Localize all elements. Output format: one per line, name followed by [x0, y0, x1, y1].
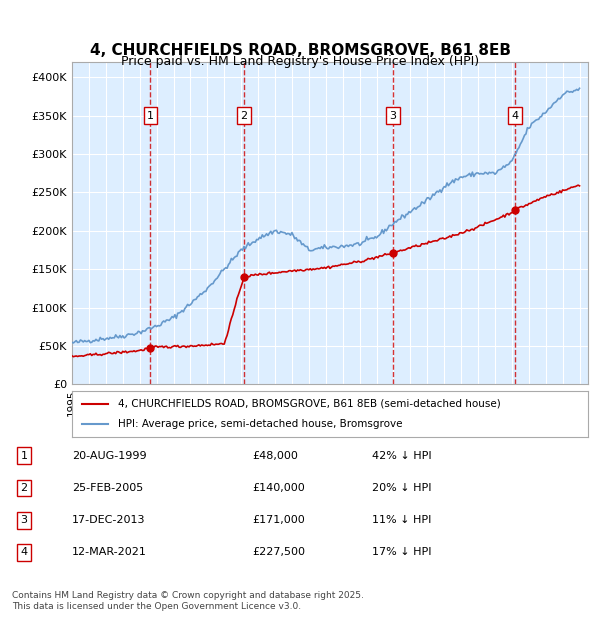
Text: 20-AUG-1999: 20-AUG-1999 — [72, 451, 146, 461]
Text: 25-FEB-2005: 25-FEB-2005 — [72, 483, 143, 493]
Text: 4: 4 — [20, 547, 28, 557]
Text: 12-MAR-2021: 12-MAR-2021 — [72, 547, 147, 557]
Text: 4, CHURCHFIELDS ROAD, BROMSGROVE, B61 8EB (semi-detached house): 4, CHURCHFIELDS ROAD, BROMSGROVE, B61 8E… — [118, 399, 501, 409]
Text: £48,000: £48,000 — [252, 451, 298, 461]
Text: 4: 4 — [512, 111, 518, 121]
Text: 42% ↓ HPI: 42% ↓ HPI — [372, 451, 431, 461]
Text: 17% ↓ HPI: 17% ↓ HPI — [372, 547, 431, 557]
Text: 20% ↓ HPI: 20% ↓ HPI — [372, 483, 431, 493]
Text: Price paid vs. HM Land Registry's House Price Index (HPI): Price paid vs. HM Land Registry's House … — [121, 56, 479, 68]
Text: Contains HM Land Registry data © Crown copyright and database right 2025.
This d: Contains HM Land Registry data © Crown c… — [12, 591, 364, 611]
Text: 2: 2 — [20, 483, 28, 493]
Text: 1: 1 — [147, 111, 154, 121]
Text: £140,000: £140,000 — [252, 483, 305, 493]
Text: 3: 3 — [389, 111, 396, 121]
Text: HPI: Average price, semi-detached house, Bromsgrove: HPI: Average price, semi-detached house,… — [118, 419, 403, 429]
Text: £227,500: £227,500 — [252, 547, 305, 557]
Text: 2: 2 — [240, 111, 247, 121]
Text: 3: 3 — [20, 515, 28, 525]
Text: 11% ↓ HPI: 11% ↓ HPI — [372, 515, 431, 525]
Text: 17-DEC-2013: 17-DEC-2013 — [72, 515, 146, 525]
Text: 1: 1 — [20, 451, 28, 461]
Text: £171,000: £171,000 — [252, 515, 305, 525]
Text: 4, CHURCHFIELDS ROAD, BROMSGROVE, B61 8EB: 4, CHURCHFIELDS ROAD, BROMSGROVE, B61 8E… — [89, 43, 511, 58]
